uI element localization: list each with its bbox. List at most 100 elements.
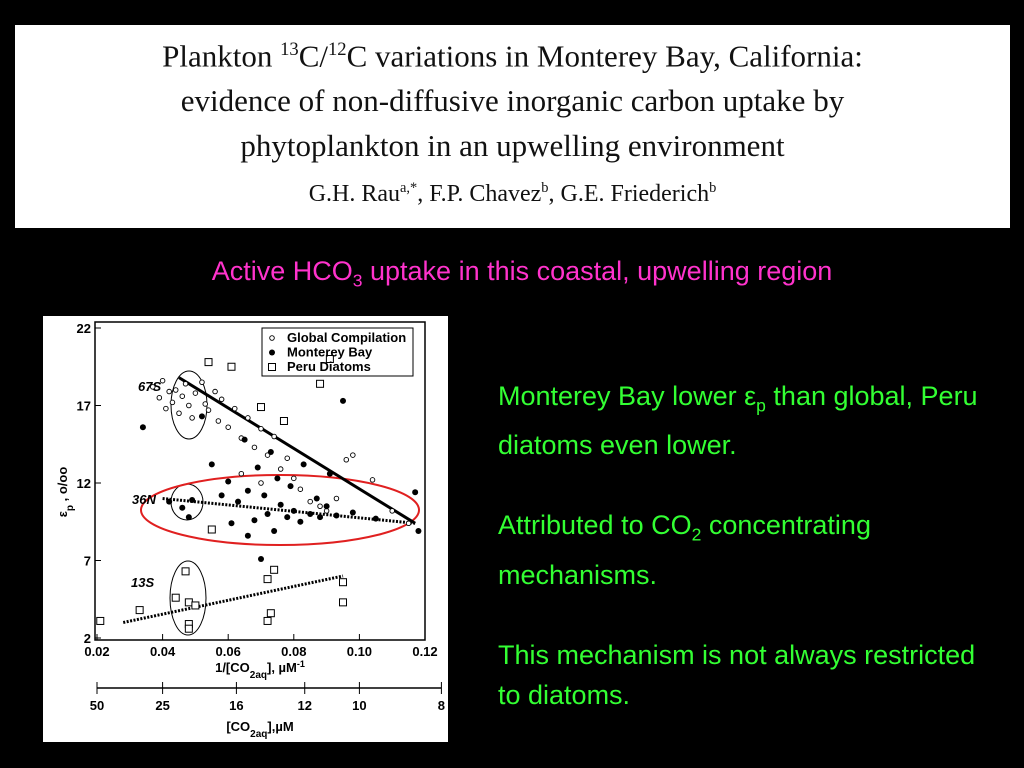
point (297, 518, 304, 525)
point (291, 475, 297, 482)
text: than global, Peru diatoms even lower. (498, 381, 978, 461)
point (254, 464, 261, 471)
y-tick-label: 2 (84, 631, 91, 646)
x2-tick-label: 50 (90, 698, 104, 713)
point (204, 358, 213, 367)
point (182, 381, 189, 387)
sup: b (541, 180, 549, 197)
point (179, 393, 186, 399)
annotation: 36N (132, 492, 156, 507)
x2-tick-label: 10 (352, 698, 366, 713)
text: C variations in Monterey Bay, California… (346, 38, 863, 74)
point (339, 598, 347, 607)
point (277, 501, 284, 508)
x2-tick-label: 12 (297, 698, 311, 713)
text: uptake in this coastal, upwelling region (362, 256, 833, 286)
point (150, 384, 156, 390)
point (290, 507, 297, 514)
x-tick-label: 0.04 (150, 644, 176, 659)
point (271, 528, 278, 535)
point (171, 593, 180, 602)
point (274, 475, 281, 482)
x-tick-label: 0.10 (347, 644, 372, 659)
paragraph: Attributed to CO2 concentrating mechanis… (498, 505, 988, 594)
text: 1/[CO (215, 660, 250, 675)
point (307, 498, 313, 505)
y-tick-label: 22 (77, 321, 91, 336)
text: ],µM (267, 719, 293, 734)
point (261, 492, 268, 499)
text: [CO (226, 719, 250, 734)
point (189, 415, 195, 421)
point (300, 461, 307, 468)
sup: 12 (328, 39, 347, 60)
point (297, 486, 304, 492)
point (349, 509, 356, 516)
sub: p (756, 395, 766, 416)
paragraph: Monterey Bay lower εp than global, Peru … (498, 376, 988, 465)
point (316, 379, 325, 388)
point (199, 379, 205, 386)
sup: -1 (297, 659, 305, 669)
point (258, 555, 264, 562)
plot-frame (94, 321, 426, 641)
point (181, 567, 190, 576)
title-line: phytoplankton in an upwelling environmen… (240, 128, 785, 164)
point (159, 377, 166, 384)
bullets: Monterey Bay lower εp than global, Peru … (498, 376, 988, 755)
point (389, 508, 395, 514)
point (245, 415, 251, 421)
point (156, 394, 163, 401)
point (287, 483, 294, 490)
text: This mechanism is not always restricted … (498, 639, 976, 710)
point (205, 407, 212, 413)
x2-axis-label: [CO2aq],µM (226, 719, 293, 740)
point (405, 520, 412, 527)
text: concentrating mechanisms. (498, 510, 871, 590)
legend-box (261, 327, 414, 377)
text: ε (744, 381, 757, 411)
point (369, 477, 376, 483)
point (207, 525, 216, 534)
point (415, 528, 422, 535)
point (244, 532, 251, 539)
point (179, 504, 186, 511)
point (184, 624, 193, 633)
text: Active HCO (211, 256, 353, 286)
point (208, 461, 215, 468)
point (343, 456, 350, 463)
point (372, 515, 379, 522)
title-line: evidence of non-diffusive inorganic carb… (180, 83, 845, 119)
point (279, 417, 288, 425)
point (198, 413, 205, 420)
point (350, 452, 356, 458)
point (266, 609, 275, 618)
text: Attributed to CO (498, 510, 692, 541)
point (257, 403, 265, 412)
fit-line (122, 574, 344, 624)
point (263, 575, 272, 584)
point (267, 449, 274, 455)
x-axis-label: 1/[CO2aq], µM-1 (215, 659, 305, 681)
point (169, 399, 176, 406)
point (284, 514, 291, 521)
fit-line (178, 376, 416, 525)
authors: G.H. Raua,*, F.P. Chavezb, G.E. Friederi… (15, 180, 1010, 208)
text: ], µM (267, 660, 297, 675)
point (191, 601, 200, 610)
legend-marker (269, 349, 275, 356)
point (313, 495, 320, 502)
x-tick-label: 0.08 (281, 644, 306, 659)
point (241, 436, 248, 443)
text: , o/oo (55, 467, 70, 505)
x-tick-label: 0.12 (412, 644, 437, 659)
point (258, 480, 264, 486)
legend-label: Peru Diatoms (287, 359, 371, 374)
sub: 2 (691, 524, 702, 545)
point (166, 388, 172, 395)
point (225, 478, 232, 485)
point (325, 355, 334, 363)
point (184, 598, 193, 607)
point (284, 455, 290, 461)
